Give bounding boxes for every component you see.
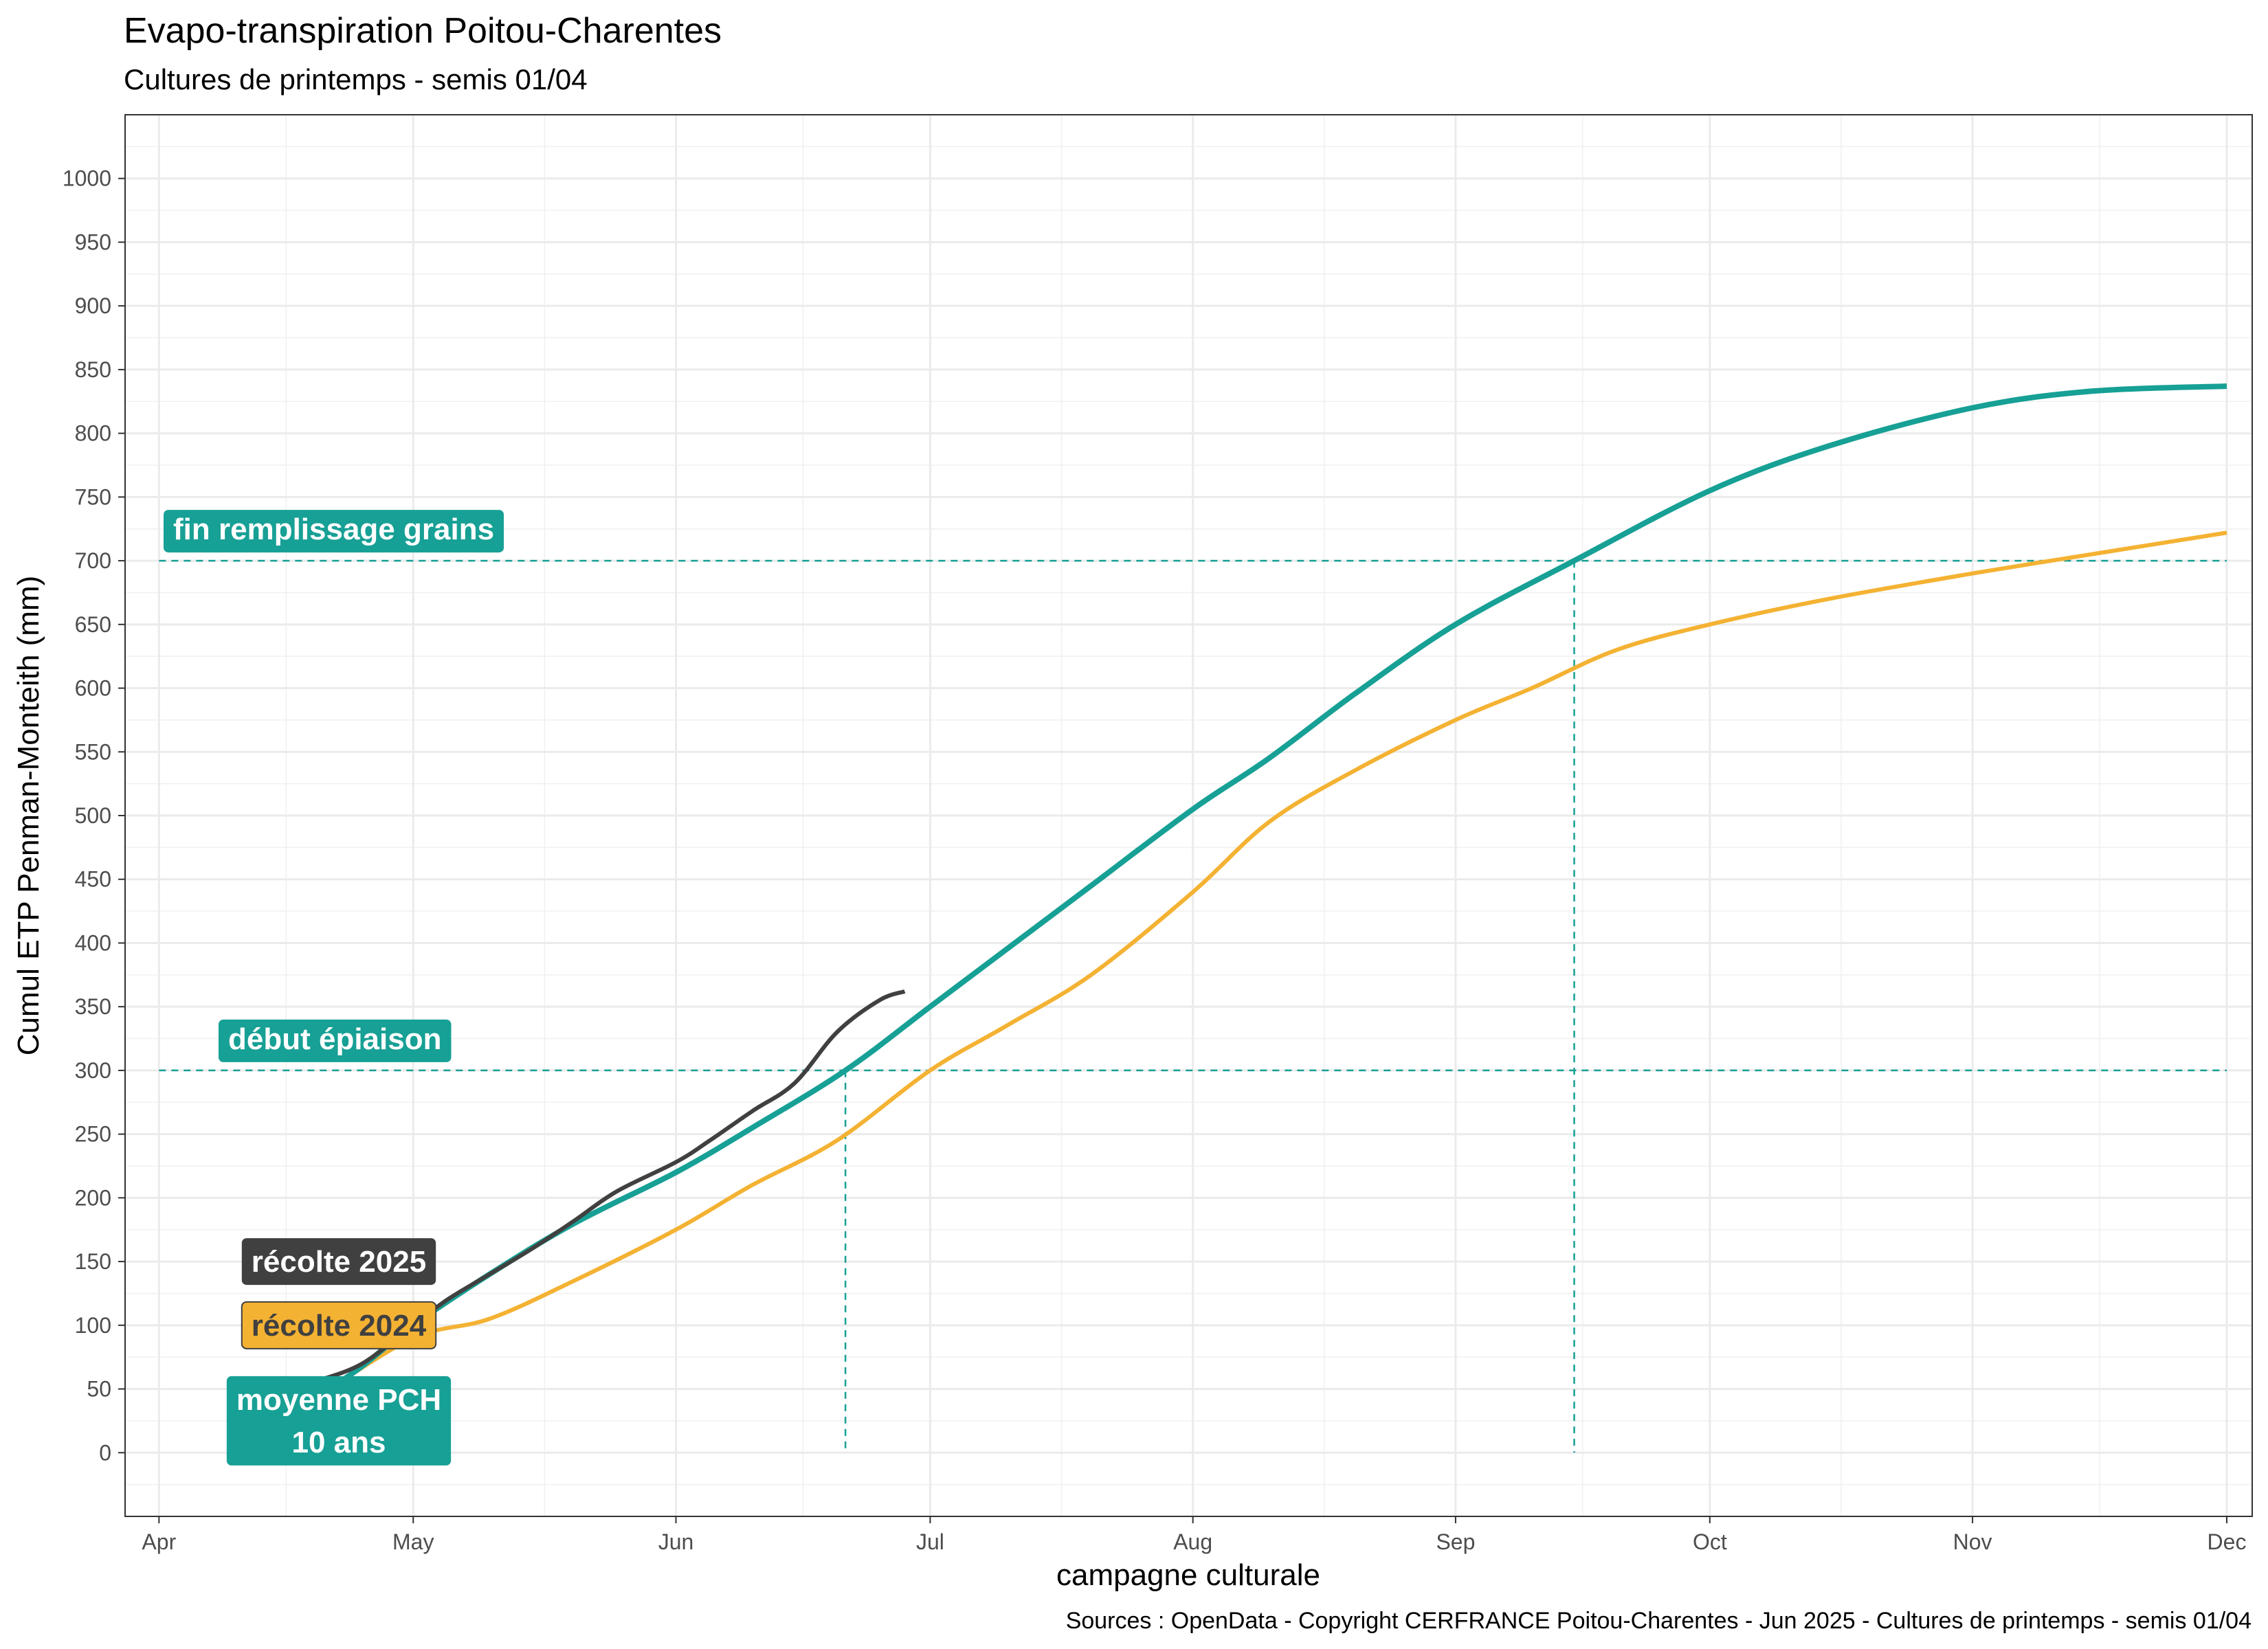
threshold-label: début épiaison — [219, 1019, 452, 1062]
y-tick-label: 450 — [75, 867, 111, 892]
y-tick-label: 850 — [75, 357, 111, 382]
series-label-r2025-text: récolte 2025 — [252, 1245, 426, 1279]
y-tick-label: 650 — [75, 612, 111, 637]
chart-subtitle: Cultures de printemps - semis 01/04 — [124, 63, 588, 96]
x-tick-label: Oct — [1693, 1529, 1727, 1554]
series-line-r2024 — [319, 530, 2227, 1398]
x-tick-label: Apr — [142, 1529, 176, 1554]
series-label-moyenne-text: moyenne PCH — [236, 1383, 441, 1417]
series-label-moyenne: moyenne PCH 10 ans — [226, 1376, 452, 1466]
x-axis-title: campagne culturale — [1056, 1558, 1320, 1592]
y-tick-label: 300 — [75, 1058, 111, 1083]
y-tick-label: 150 — [75, 1249, 111, 1274]
y-tick-label: 700 — [75, 548, 111, 573]
x-tick-label: Jul — [916, 1529, 944, 1554]
chart-title: Evapo-transpiration Poitou-Charentes — [124, 11, 722, 51]
series-label-r2025-box — [241, 1238, 436, 1286]
threshold-label-text: début épiaison — [228, 1022, 441, 1056]
y-tick-label: 200 — [75, 1185, 111, 1210]
threshold-label-text: fin remplissage grains — [173, 513, 494, 546]
x-tick-label: Dec — [2208, 1529, 2247, 1554]
series-label-r2024-text: récolte 2024 — [252, 1309, 427, 1343]
y-tick-label: 400 — [75, 930, 111, 955]
x-tick-label: Aug — [1173, 1529, 1212, 1554]
series-label-r2024: récolte 2024 — [241, 1301, 437, 1349]
series-label-r2025: récolte 2025 — [241, 1238, 436, 1286]
y-axis: 0 50 100 150 200 250 300 350 400 450 500 550 600 650 7… — [63, 166, 125, 1465]
series-line-moyenne — [318, 383, 2227, 1398]
x-tick-label: May — [392, 1529, 434, 1554]
series-label-moyenne-box — [226, 1376, 452, 1466]
threshold-label: fin remplissage grains — [164, 510, 504, 553]
x-tick-label: Sep — [1436, 1529, 1475, 1554]
y-tick-label: 1000 — [63, 166, 111, 191]
threshold-label-box — [219, 1019, 452, 1062]
y-tick-label: 250 — [75, 1122, 111, 1147]
y-tick-label: 950 — [75, 229, 111, 254]
y-tick-label: 800 — [75, 421, 111, 446]
y-tick-label: 0 — [99, 1440, 111, 1465]
y-tick-label: 350 — [75, 994, 111, 1019]
y-tick-label: 600 — [75, 676, 111, 701]
series-label-moyenne-text: 10 ans — [292, 1426, 386, 1459]
x-tick-label: Jun — [658, 1529, 694, 1554]
y-axis-title: Cumul ETP Penman-Monteith (mm) — [12, 576, 45, 1056]
annotation-labels: début épiaison fin remplissage grains réco… — [164, 510, 504, 1466]
y-tick-label: 900 — [75, 293, 111, 318]
threshold-label-box — [164, 510, 504, 553]
y-tick-label: 100 — [75, 1313, 111, 1338]
chart-caption: Sources : OpenData - Copyright CERFRANCE… — [1066, 1608, 2252, 1634]
y-tick-label: 750 — [75, 484, 111, 509]
x-tick-label: Nov — [1953, 1529, 1992, 1554]
x-axis: Apr May Jun Jul Aug Sep Oct Nov Dec — [142, 1516, 2246, 1554]
y-tick-label: 500 — [75, 803, 111, 828]
y-tick-label: 50 — [87, 1377, 111, 1402]
series-label-r2024-box — [241, 1301, 437, 1349]
y-tick-label: 550 — [75, 739, 111, 764]
grid-minor — [125, 115, 2252, 1516]
